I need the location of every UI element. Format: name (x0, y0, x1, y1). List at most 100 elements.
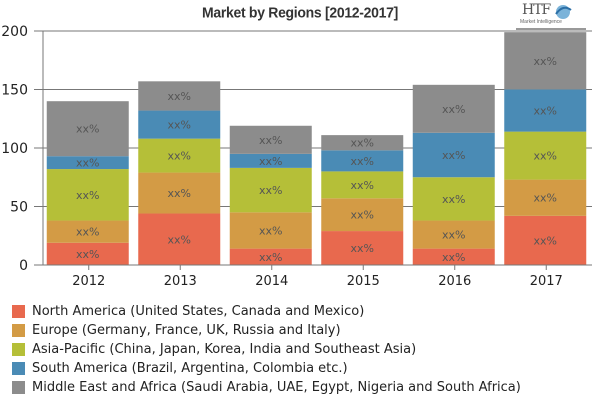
x-tick-label: 2015 (347, 274, 380, 289)
legend-swatch-icon (12, 343, 25, 356)
bar-segment (229, 153, 312, 168)
segment-label: xx% (534, 150, 557, 163)
legend-label: Asia-Pacific (China, Japan, Korea, India… (32, 342, 417, 357)
bar-2016: xx% xx% xx% xx% xx% (412, 84, 495, 265)
segment-label: xx% (168, 233, 191, 246)
y-tick-label: 150 (1, 83, 28, 99)
legend-swatch-icon (12, 305, 25, 318)
bar-segment (46, 156, 129, 170)
legend-item: North America (United States, Canada and… (12, 302, 521, 321)
segment-label: xx% (168, 90, 191, 103)
logo-text: HTF (522, 2, 551, 18)
segment-label: xx% (168, 119, 191, 132)
segment-label: xx% (76, 189, 99, 202)
segment-label: xx% (76, 157, 99, 170)
segment-label: xx% (76, 248, 99, 261)
logo-subtext: Market Intelligence (520, 19, 562, 25)
bars: xx%xx%xx%xx%xx%xx%xx%xx%xx%xx%xx%xx%xx%x… (46, 32, 587, 265)
segment-label: xx% (76, 123, 99, 136)
bar-segment (138, 110, 221, 139)
bar-segment (504, 32, 587, 90)
x-tick-label: 2017 (530, 274, 563, 289)
segment-label: xx% (168, 150, 191, 163)
bar-segment (504, 179, 587, 216)
bar-2012: xx% xx% xx% xx% xx% (46, 101, 129, 265)
bar-segment (504, 215, 587, 265)
legend-item: Middle East and Africa (Saudi Arabia, UA… (12, 378, 521, 397)
segment-label: xx% (534, 105, 557, 118)
legend-item: Europe (Germany, France, UK, Russia and … (12, 321, 521, 340)
bar-segment (138, 81, 221, 111)
bar-segment (46, 101, 129, 157)
bar-segment (138, 172, 221, 214)
bar-segment (46, 169, 129, 221)
bar-2015: xx% xx% xx% xx% xx% (321, 135, 404, 265)
legend-label: Europe (Germany, France, UK, Russia and … (32, 323, 341, 338)
segment-label: xx% (442, 149, 465, 162)
segment-label: xx% (442, 103, 465, 116)
bar-segment (46, 242, 129, 265)
legend-swatch-icon (12, 362, 25, 375)
bar-segment (321, 135, 404, 151)
segment-label: xx% (351, 137, 374, 150)
legend-swatch-icon (12, 324, 25, 337)
y-tick-label: 100 (1, 141, 28, 157)
bar-segment (321, 198, 404, 232)
bar-segment (229, 212, 312, 249)
legend: North America (United States, Canada and… (12, 302, 521, 397)
bar-segment (412, 84, 495, 133)
segment-label: xx% (534, 234, 557, 247)
segment-label: xx% (259, 134, 282, 147)
bar-segment (412, 132, 495, 178)
legend-label: North America (United States, Canada and… (32, 304, 365, 319)
segment-label: xx% (442, 193, 465, 206)
x-tick-label: 2016 (438, 274, 471, 289)
bar-segment (504, 89, 587, 132)
stacked-bar-chart: xx%xx%xx%xx%xx%xx%xx%xx%xx%xx%xx%xx%xx%x… (1, 24, 592, 289)
segment-label: xx% (442, 229, 465, 242)
bar-segment (138, 213, 221, 265)
htf-logo: HTF Market Intelligence (516, 2, 586, 30)
bar-segment (504, 131, 587, 180)
segment-label: xx% (168, 187, 191, 200)
legend-label: South America (Brazil, Argentina, Colomb… (32, 361, 348, 376)
bar-segment (229, 248, 312, 265)
legend-swatch-icon (12, 381, 25, 394)
bar-segment (321, 171, 404, 199)
y-tick-label: 200 (1, 24, 28, 40)
segment-label: xx% (259, 155, 282, 168)
segment-label: xx% (351, 155, 374, 168)
bar-segment (321, 231, 404, 265)
axes: 0 50 100 150 200 2012 2013 2014 2015 2016 2017 (1, 24, 592, 289)
bar-segment (412, 248, 495, 265)
bar-segment (321, 150, 404, 172)
segment-label: xx% (259, 251, 282, 264)
segment-label: xx% (259, 184, 282, 197)
bar-segment (412, 220, 495, 249)
bar-segment (412, 177, 495, 221)
bar-2017: xx% xx% xx% xx% xx% (504, 32, 587, 265)
segment-label: xx% (351, 179, 374, 192)
segment-label: xx% (259, 224, 282, 237)
segment-label: xx% (351, 209, 374, 222)
bar-segment (138, 138, 221, 173)
y-tick-label: 50 (10, 200, 28, 216)
x-tick-label: 2012 (72, 274, 105, 289)
legend-item: South America (Brazil, Argentina, Colomb… (12, 359, 521, 378)
bar-2014: xx% xx% xx% xx% xx% (229, 125, 312, 265)
segment-label: xx% (534, 55, 557, 68)
bar-segment (229, 167, 312, 213)
bar-segment (229, 125, 312, 154)
segment-label: xx% (534, 192, 557, 205)
legend-label: Middle East and Africa (Saudi Arabia, UA… (32, 380, 521, 395)
segment-label: xx% (351, 242, 374, 255)
x-tick-label: 2014 (255, 274, 288, 289)
x-tick-label: 2013 (164, 274, 197, 289)
segment-label: xx% (442, 251, 465, 264)
y-tick-label: 0 (19, 258, 28, 274)
logo-globe-icon (555, 5, 572, 19)
bar-segment (46, 220, 129, 243)
legend-item: Asia-Pacific (China, Japan, Korea, India… (12, 340, 521, 359)
bar-2013: xx% xx% xx% xx% xx% (138, 81, 221, 265)
chart-title: Market by Regions [2012-2017] (202, 3, 398, 21)
